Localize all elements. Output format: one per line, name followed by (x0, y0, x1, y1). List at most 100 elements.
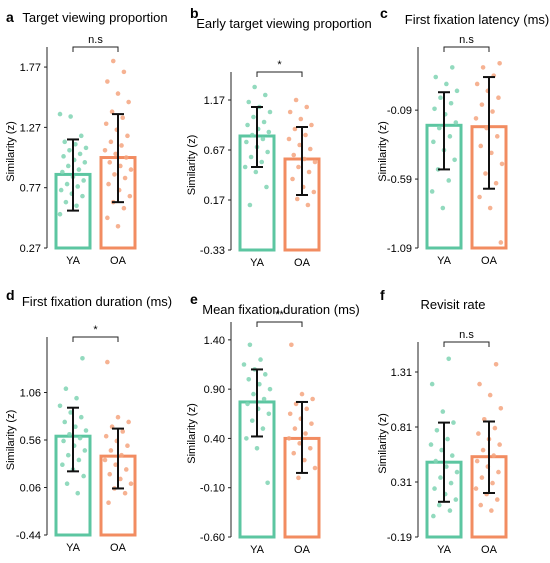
data-point (262, 372, 268, 377)
data-point (454, 88, 460, 94)
data-point (440, 409, 446, 414)
data-point (445, 436, 450, 442)
data-point (287, 109, 293, 115)
y-tick-label: 0.31 (391, 477, 412, 489)
x-tick-label: YA (66, 542, 81, 554)
data-point (493, 180, 499, 186)
data-point (487, 392, 493, 398)
data-point (291, 152, 297, 158)
y-tick-label: 0.90 (204, 384, 225, 396)
data-point (67, 147, 72, 153)
data-point (106, 500, 111, 506)
data-point (60, 462, 65, 468)
data-point (125, 443, 130, 449)
data-point (125, 133, 130, 139)
data-point (307, 146, 313, 152)
data-point (262, 92, 268, 98)
data-point (266, 129, 272, 135)
data-point (106, 181, 111, 187)
data-point (122, 175, 128, 181)
x-tick-label: YA (250, 544, 265, 556)
data-point (267, 386, 273, 392)
data-point (118, 163, 123, 169)
data-point (73, 141, 78, 147)
data-point (81, 473, 86, 479)
data-point (447, 508, 453, 513)
data-point (299, 391, 305, 397)
y-tick-label: -0.60 (200, 532, 225, 544)
panel-title: Revisit rate (420, 297, 485, 312)
data-point (77, 151, 83, 157)
significance-bracket (256, 321, 303, 327)
data-point (81, 178, 86, 183)
data-point (480, 65, 486, 70)
data-point (260, 136, 266, 142)
significance-bracket (72, 46, 119, 52)
data-point (123, 155, 129, 160)
data-point (259, 159, 265, 165)
data-point (109, 109, 115, 114)
data-point (289, 342, 294, 348)
x-tick-label: YA (437, 544, 452, 556)
data-point (62, 139, 68, 145)
data-point (119, 143, 124, 148)
data-point (83, 145, 89, 151)
y-tick-label: -0.59 (387, 174, 412, 186)
data-point (245, 401, 250, 407)
y-tick-label: 1.31 (391, 367, 412, 379)
data-point (438, 475, 443, 480)
data-point (474, 81, 480, 87)
data-point (431, 513, 436, 519)
data-point (260, 426, 266, 431)
data-point (436, 502, 442, 508)
y-axis-label: Similarity (z) (5, 121, 17, 182)
data-point (267, 109, 273, 115)
data-point (61, 154, 66, 159)
data-point (473, 116, 479, 121)
data-point (127, 193, 133, 199)
data-point (58, 187, 64, 193)
y-tick-label: 0.06 (20, 483, 41, 495)
data-point (303, 431, 308, 436)
data-point (448, 100, 454, 106)
data-point (444, 81, 449, 87)
data-point (449, 65, 455, 70)
data-point (57, 111, 63, 117)
data-point (448, 480, 454, 486)
data-point (57, 403, 63, 409)
data-point (126, 99, 131, 105)
data-point (487, 205, 493, 211)
data-point (265, 149, 270, 155)
data-point (477, 194, 482, 200)
data-point (484, 125, 489, 131)
data-point (286, 436, 292, 441)
data-point (290, 176, 295, 182)
data-point (433, 74, 439, 80)
y-tick-label: 0.17 (204, 195, 225, 207)
data-point (60, 169, 65, 175)
data-point (431, 139, 436, 145)
data-point (478, 143, 484, 149)
data-point (253, 169, 259, 175)
data-point (244, 139, 249, 145)
y-tick-label: -0.10 (200, 483, 225, 495)
data-point (479, 102, 485, 107)
data-point (481, 417, 487, 422)
data-point (64, 481, 70, 487)
data-point (287, 411, 293, 417)
y-tick-label: 0.81 (391, 422, 412, 434)
data-point (498, 240, 504, 245)
data-point (62, 419, 68, 425)
data-point (105, 215, 110, 221)
data-point (492, 425, 498, 431)
data-point (63, 199, 69, 205)
data-point (246, 376, 252, 382)
data-point (490, 109, 495, 114)
panel-title: Mean fixation duration (ms) (202, 302, 360, 317)
y-tick-label: 1.17 (204, 95, 225, 107)
data-point (312, 465, 318, 471)
data-point (306, 169, 312, 175)
panel-letter: d (6, 287, 15, 303)
data-point (265, 480, 270, 486)
